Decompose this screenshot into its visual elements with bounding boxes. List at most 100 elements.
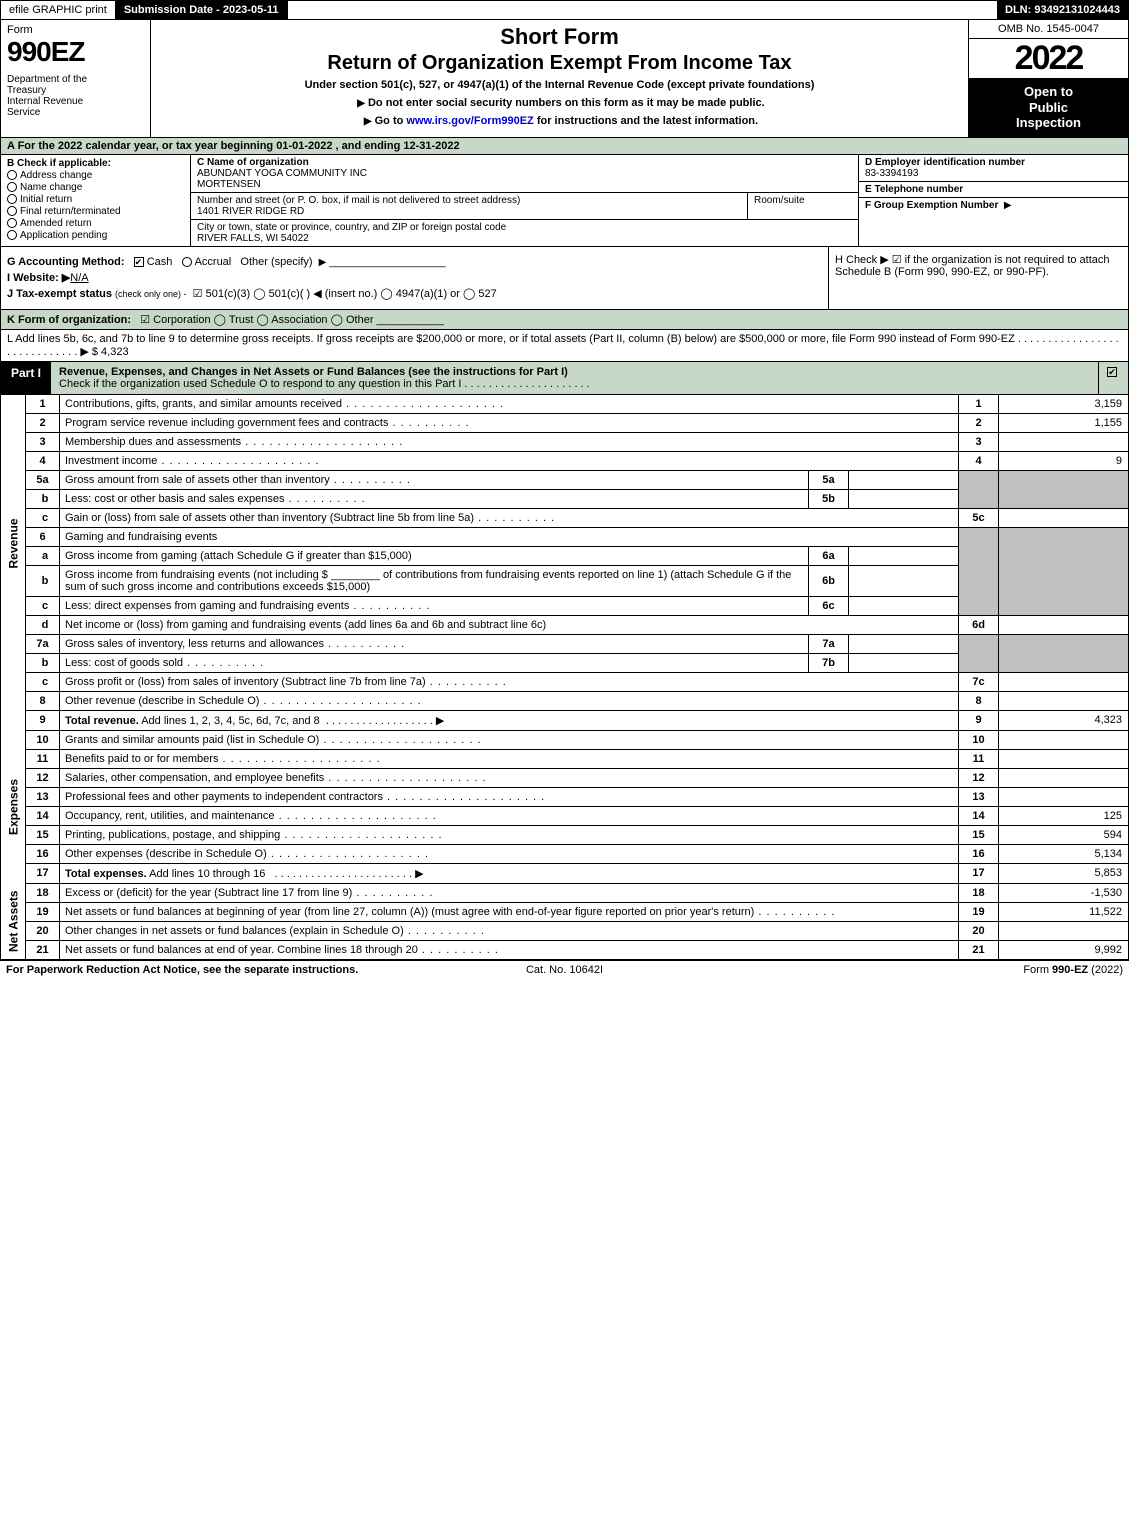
form-number: 990EZ (7, 36, 144, 68)
line-16: Other expenses (describe in Schedule O) (60, 844, 959, 863)
line-8: Other revenue (describe in Schedule O) (60, 691, 959, 710)
line-20: Other changes in net assets or fund bala… (60, 921, 959, 940)
line-12-value (999, 768, 1129, 787)
street-row: Number and street (or P. O. box, if mail… (191, 193, 858, 220)
short-form-title: Short Form (159, 24, 960, 50)
chk-pending[interactable]: Application pending (7, 230, 184, 241)
line-13-value (999, 787, 1129, 806)
section-e: E Telephone number (859, 182, 1128, 198)
line-6a: Gross income from gaming (attach Schedul… (60, 546, 809, 565)
form-header: Form 990EZ Department of theTreasuryInte… (0, 20, 1129, 138)
section-b-label: B Check if applicable: (7, 158, 111, 169)
line-13: Professional fees and other payments to … (60, 787, 959, 806)
city-state-zip: RIVER FALLS, WI 54022 (197, 233, 309, 244)
line-3: Membership dues and assessments (60, 432, 959, 451)
line-11: Benefits paid to or for members (60, 749, 959, 768)
part1-title: Revenue, Expenses, and Changes in Net As… (51, 362, 1098, 394)
chk-address[interactable]: Address change (7, 170, 184, 181)
footer-right: Form 990-EZ (2022) (751, 964, 1123, 976)
line-7c-value (999, 672, 1129, 691)
goto-note: Go to www.irs.gov/Form990EZ for instruct… (159, 115, 960, 127)
room-suite: Room/suite (748, 193, 858, 219)
open-public: Open toPublicInspection (969, 78, 1128, 137)
line-2-value: 1,155 (999, 413, 1129, 432)
line-18: Excess or (deficit) for the year (Subtra… (60, 883, 959, 902)
line-7c: Gross profit or (loss) from sales of inv… (60, 672, 959, 691)
line-19-value: 11,522 (999, 902, 1129, 921)
section-j: J Tax-exempt status (check only one) - ☑… (7, 287, 822, 300)
line-19: Net assets or fund balances at beginning… (60, 902, 959, 921)
section-g: G Accounting Method: Cash Accrual Other … (7, 256, 822, 268)
part1-checkbox[interactable] (1098, 362, 1128, 394)
efile-label: efile GRAPHIC print (1, 1, 116, 19)
line-20-value (999, 921, 1129, 940)
line-4: Investment income (60, 451, 959, 470)
line-6c: Less: direct expenses from gaming and fu… (60, 596, 809, 615)
line-21: Net assets or fund balances at end of ye… (60, 940, 959, 959)
line-7a: Gross sales of inventory, less returns a… (60, 634, 809, 653)
chk-initial[interactable]: Initial return (7, 194, 184, 205)
line-21-value: 9,992 (999, 940, 1129, 959)
chk-final[interactable]: Final return/terminated (7, 206, 184, 217)
tax-year: 2022 (969, 39, 1128, 78)
dln: DLN: 93492131024443 (997, 1, 1128, 19)
sidebar-netassets: Net Assets (1, 883, 26, 959)
part1-tab: Part I (1, 362, 51, 394)
section-c: C Name of organization ABUNDANT YOGA COM… (191, 155, 858, 246)
chk-amended[interactable]: Amended return (7, 218, 184, 229)
line-8-value (999, 691, 1129, 710)
line-1: Contributions, gifts, grants, and simila… (60, 395, 959, 414)
line-5a: Gross amount from sale of assets other t… (60, 470, 809, 489)
sections-ghij: G Accounting Method: Cash Accrual Other … (0, 247, 1129, 310)
section-i: I Website: ▶N/A (7, 271, 822, 284)
line-9-value: 4,323 (999, 710, 1129, 730)
street-address: 1401 RIVER RIDGE RD (197, 206, 304, 217)
line-1-value: 3,159 (999, 395, 1129, 414)
section-k: K Form of organization: ☑ Corporation ◯ … (0, 310, 1129, 330)
header-right: OMB No. 1545-0047 2022 Open toPublicInsp… (968, 20, 1128, 137)
part1-header: Part I Revenue, Expenses, and Changes in… (0, 362, 1129, 395)
revenue-table: Revenue 1 Contributions, gifts, grants, … (0, 395, 1129, 960)
line-4-value: 9 (999, 451, 1129, 470)
section-l: L Add lines 5b, 6c, and 7b to line 9 to … (0, 330, 1129, 362)
form-label: Form (7, 24, 144, 36)
footer-mid: Cat. No. 10642I (378, 964, 750, 976)
org-name: ABUNDANT YOGA COMMUNITY INC (197, 168, 367, 179)
line-5b: Less: cost or other basis and sales expe… (60, 489, 809, 508)
line-17-value: 5,853 (999, 863, 1129, 883)
sections-bcdef: B Check if applicable: Address change Na… (0, 155, 1129, 247)
chk-accrual[interactable] (182, 257, 192, 267)
section-b: B Check if applicable: Address change Na… (1, 155, 191, 246)
irs-link[interactable]: www.irs.gov/Form990EZ (406, 115, 533, 127)
page-footer: For Paperwork Reduction Act Notice, see … (0, 960, 1129, 979)
section-f: F Group Exemption Number ▶ (859, 198, 1128, 246)
sections-def: D Employer identification number 83-3394… (858, 155, 1128, 246)
line-16-value: 5,134 (999, 844, 1129, 863)
section-h: H Check ▶ ☑ if the organization is not r… (828, 247, 1128, 309)
city-row: City or town, state or province, country… (191, 220, 858, 246)
top-bar: efile GRAPHIC print Submission Date - 20… (0, 0, 1129, 20)
chk-cash[interactable] (134, 257, 144, 267)
line-6: Gaming and fundraising events (60, 527, 959, 546)
footer-left: For Paperwork Reduction Act Notice, see … (6, 964, 378, 976)
line-5c: Gain or (loss) from sale of assets other… (60, 508, 959, 527)
section-a: A For the 2022 calendar year, or tax yea… (0, 138, 1129, 155)
department: Department of theTreasuryInternal Revenu… (7, 74, 144, 118)
line-6b: Gross income from fundraising events (no… (60, 565, 809, 596)
sidebar-expenses: Expenses (1, 730, 26, 883)
line-18-value: -1,530 (999, 883, 1129, 902)
submission-date: Submission Date - 2023-05-11 (116, 1, 288, 19)
org-name-row: C Name of organization ABUNDANT YOGA COM… (191, 155, 858, 193)
line-10-value (999, 730, 1129, 749)
line-9: Total revenue. Add lines 1, 2, 3, 4, 5c,… (60, 710, 959, 730)
line-6d-value (999, 615, 1129, 634)
ein: 83-3394193 (865, 168, 918, 179)
line-12: Salaries, other compensation, and employ… (60, 768, 959, 787)
line-17: Total expenses. Add lines 10 through 16 … (60, 863, 959, 883)
line-7b: Less: cost of goods sold (60, 653, 809, 672)
chk-name[interactable]: Name change (7, 182, 184, 193)
line-14: Occupancy, rent, utilities, and maintena… (60, 806, 959, 825)
line-11-value (999, 749, 1129, 768)
omb-number: OMB No. 1545-0047 (969, 20, 1128, 39)
line-15-value: 594 (999, 825, 1129, 844)
